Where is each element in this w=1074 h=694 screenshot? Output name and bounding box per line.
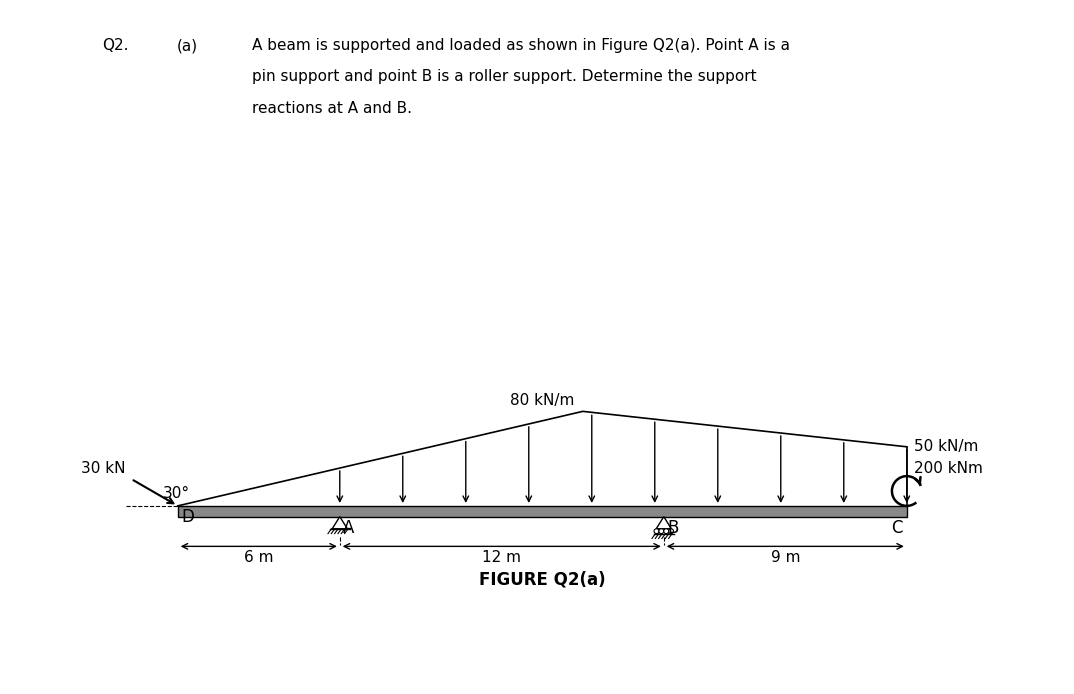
Circle shape [659,529,664,534]
Text: A beam is supported and loaded as shown in Figure Q2(a). Point A is a: A beam is supported and loaded as shown … [252,38,790,53]
Polygon shape [656,516,671,529]
Text: 50 kN/m: 50 kN/m [914,439,978,455]
Text: 9 m: 9 m [770,550,800,565]
Text: B: B [667,519,679,537]
Text: 30°: 30° [163,486,190,501]
Text: 80 kN/m: 80 kN/m [510,393,575,408]
Bar [178,506,906,516]
Text: D: D [182,507,194,525]
Text: A: A [343,519,354,537]
Text: 6 m: 6 m [244,550,274,565]
Text: (a): (a) [177,38,199,53]
Text: reactions at A and B.: reactions at A and B. [252,101,412,116]
Circle shape [654,529,659,534]
Text: pin support and point B is a roller support. Determine the support: pin support and point B is a roller supp… [252,69,757,85]
Text: FIGURE Q2(a): FIGURE Q2(a) [479,570,606,589]
Circle shape [669,529,673,534]
Text: Q2.: Q2. [102,38,129,53]
Polygon shape [332,516,347,529]
Text: 200 kNm: 200 kNm [914,461,983,475]
Text: 12 m: 12 m [482,550,521,565]
Text: C: C [891,519,903,537]
Text: 30 kN: 30 kN [82,461,126,476]
Circle shape [664,529,669,534]
